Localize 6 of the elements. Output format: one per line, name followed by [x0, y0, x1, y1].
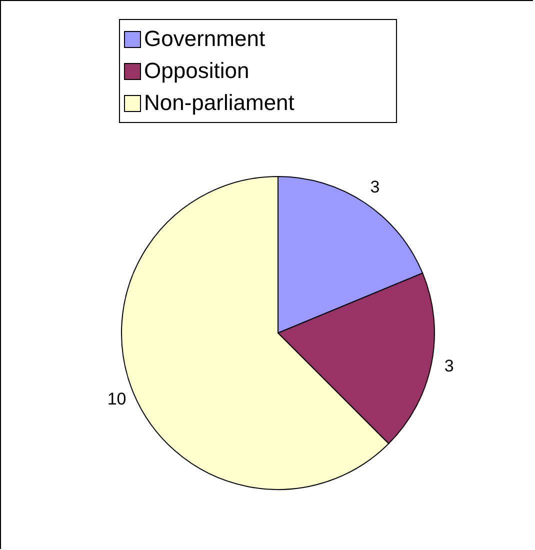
legend-label: Opposition — [144, 58, 250, 84]
legend-label: Non-parliament — [144, 90, 294, 116]
data-label: 3 — [370, 178, 380, 197]
data-label: 10 — [107, 389, 126, 408]
legend-label: Government — [144, 26, 266, 52]
data-label: 3 — [444, 356, 454, 376]
